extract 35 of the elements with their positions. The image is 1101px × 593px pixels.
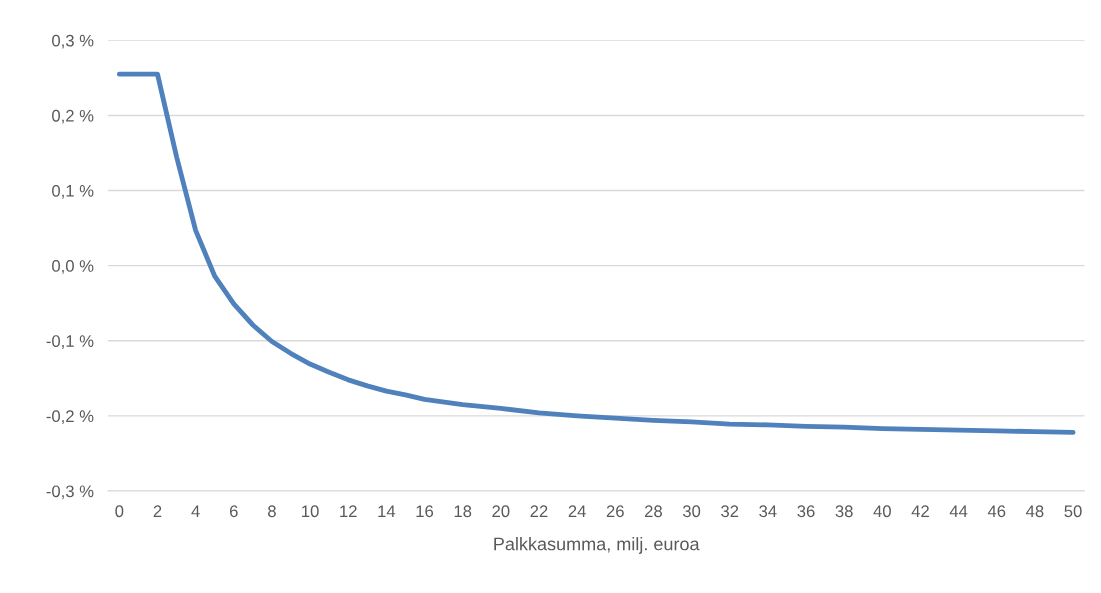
x-tick-label: 16	[416, 505, 434, 518]
y-tick-label: 0,3 %	[52, 34, 94, 49]
x-tick-label: 46	[987, 505, 1006, 518]
y-tick-label: 0,2 %	[52, 109, 94, 124]
y-tick-label: -0,2 %	[46, 410, 94, 425]
x-tick-label: 0	[115, 505, 124, 518]
x-tick-label: 50	[1064, 505, 1082, 518]
x-tick-label: 20	[492, 505, 510, 518]
x-tick-label: 38	[835, 505, 853, 518]
x-tick-label: 48	[1026, 505, 1044, 518]
x-tick-label: 32	[721, 505, 739, 518]
x-tick-label: 22	[530, 505, 548, 517]
y-tick-label: -0,1 %	[46, 335, 94, 349]
line-series	[116, 71, 1076, 435]
x-tick-label: 44	[949, 505, 968, 517]
x-tick-label: 2	[153, 505, 162, 517]
x-tick-label: 34	[759, 505, 777, 518]
x-tick-label: 14	[378, 505, 396, 517]
x-tick-label: 24	[568, 505, 586, 517]
x-tick-label: 6	[230, 505, 238, 518]
x-tick-label: 40	[873, 505, 891, 518]
x-tick-label: 30	[682, 505, 701, 518]
x-tick-label: 8	[268, 505, 276, 518]
x-tick-label: 36	[797, 505, 815, 518]
x-tick-label: 10	[302, 505, 319, 518]
y-tick-label: -0,3 %	[46, 485, 94, 500]
x-tick-label: 26	[606, 505, 624, 518]
x-tick-label: 4	[191, 505, 200, 517]
x-tick-label: 18	[454, 505, 472, 518]
x-tick-label: 42	[911, 505, 929, 517]
y-tick-label: 0,0 %	[52, 260, 94, 274]
x-axis-title: Palkkasumma, milj. euroa	[494, 537, 700, 554]
x-tick-label: 12	[340, 505, 357, 517]
y-tick-label: 0,1 %	[52, 184, 94, 199]
x-tick-label: 28	[644, 505, 662, 518]
